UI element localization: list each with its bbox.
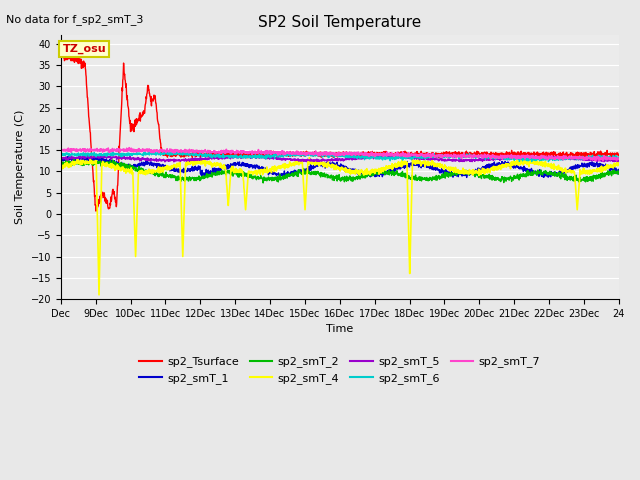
Title: SP2 Soil Temperature: SP2 Soil Temperature (258, 15, 421, 30)
Text: TZ_osu: TZ_osu (63, 44, 106, 54)
Legend: sp2_Tsurface, sp2_smT_1, sp2_smT_2, sp2_smT_4, sp2_smT_5, sp2_smT_6, sp2_smT_7: sp2_Tsurface, sp2_smT_1, sp2_smT_2, sp2_… (135, 352, 545, 388)
Y-axis label: Soil Temperature (C): Soil Temperature (C) (15, 110, 25, 224)
X-axis label: Time: Time (326, 324, 353, 335)
Text: No data for f_sp2_smT_3: No data for f_sp2_smT_3 (6, 14, 144, 25)
